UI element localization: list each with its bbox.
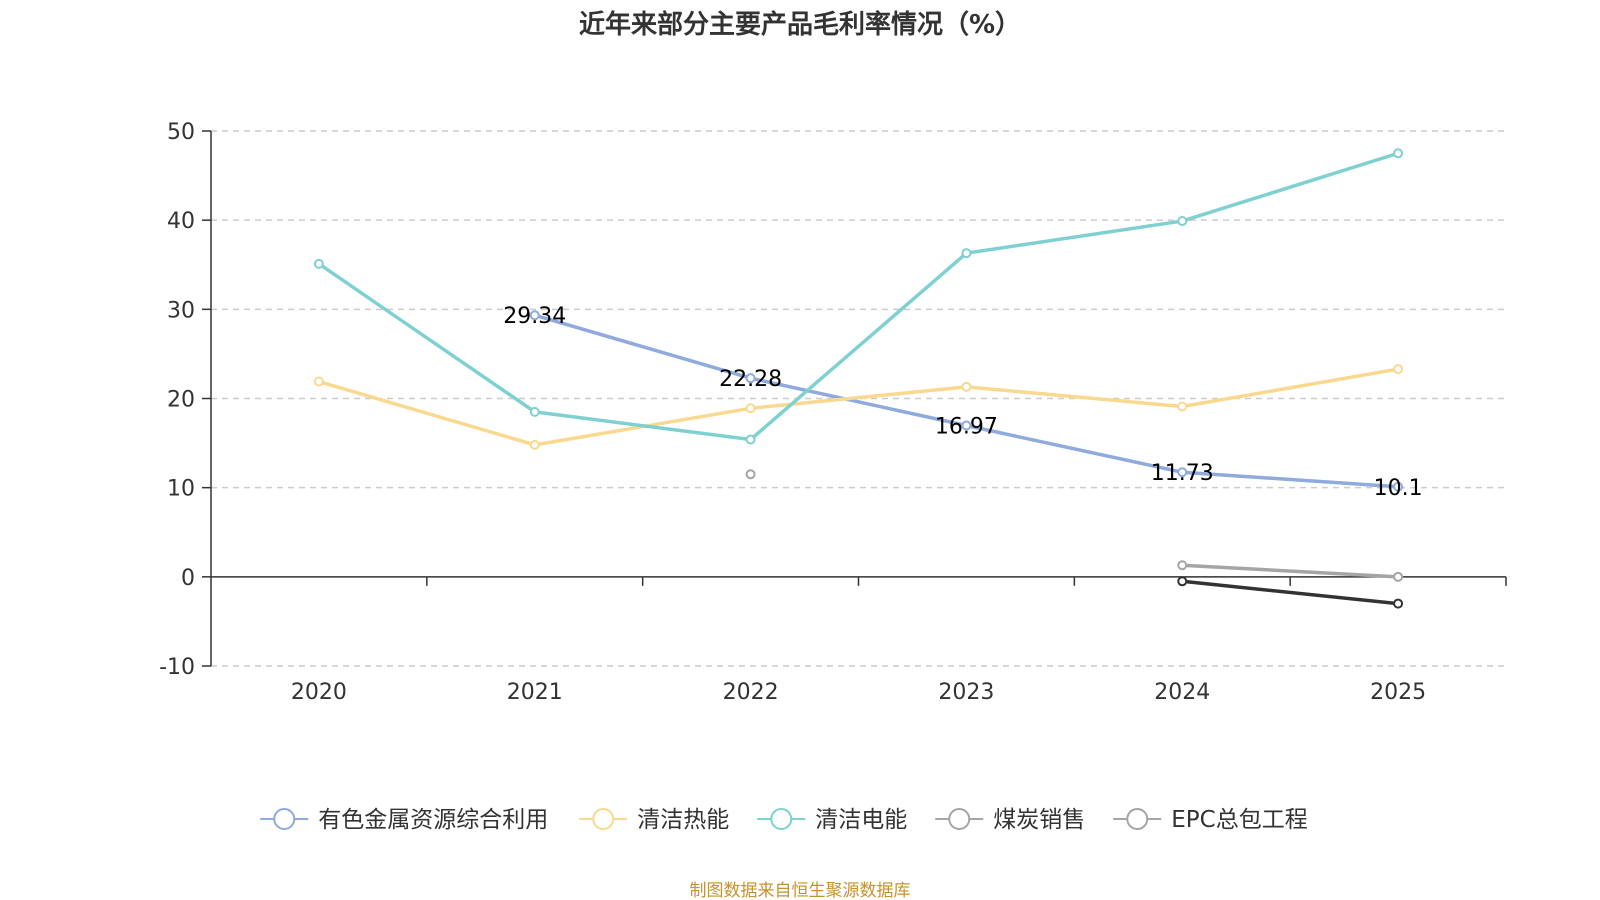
data-point bbox=[1177, 560, 1188, 571]
series-line-segment bbox=[1180, 563, 1400, 579]
legend-item-0[interactable]: 有色金属资源综合利用 bbox=[260, 807, 548, 833]
data-point bbox=[745, 469, 756, 480]
legend-item-4[interactable]: EPC总包工程 bbox=[1113, 807, 1308, 833]
y-tick-label: 50 bbox=[167, 120, 195, 145]
data-point bbox=[745, 434, 756, 445]
y-tick-label: 0 bbox=[181, 566, 195, 591]
series-line-segment bbox=[317, 379, 537, 447]
data-point bbox=[529, 310, 540, 321]
legend-item-3[interactable]: 煤炭销售 bbox=[935, 807, 1085, 833]
data-point bbox=[1393, 571, 1404, 582]
data-label: 29.34 bbox=[503, 304, 566, 329]
data-label: 11.73 bbox=[1151, 461, 1214, 486]
data-point bbox=[745, 373, 756, 384]
data-point bbox=[1393, 148, 1404, 159]
data-point bbox=[529, 406, 540, 417]
legend-label: 有色金属资源综合利用 bbox=[318, 807, 548, 833]
data-labels: 29.34 22.28 16.97 11.73 10.1 bbox=[503, 304, 1422, 501]
data-point bbox=[1177, 401, 1188, 412]
x-tick-label: 2021 bbox=[507, 680, 563, 705]
data-point bbox=[313, 258, 324, 269]
series-line-segment bbox=[964, 423, 1184, 474]
source-note: 制图数据来自恒生聚源数据库 bbox=[690, 881, 911, 900]
series-layer bbox=[313, 148, 1404, 609]
series-0 bbox=[529, 310, 1404, 492]
x-tick-label: 2024 bbox=[1154, 680, 1210, 705]
data-point bbox=[529, 439, 540, 450]
legend[interactable]: 有色金属资源综合利用 清洁热能 清洁电能 煤炭销售 EPC总包工程 bbox=[260, 807, 1308, 833]
legend-label: EPC总包工程 bbox=[1171, 807, 1307, 833]
series-line-segment bbox=[1180, 579, 1400, 606]
series-line-segment bbox=[533, 313, 753, 380]
x-tick-label: 2022 bbox=[723, 680, 779, 705]
y-tick-label: 30 bbox=[167, 298, 195, 323]
legend-marker-icon bbox=[273, 808, 296, 830]
series-line-segment bbox=[964, 385, 1184, 409]
series-line-segment bbox=[1180, 367, 1400, 409]
data-point bbox=[745, 403, 756, 414]
chart-title: 近年来部分主要产品毛利率情况（%） bbox=[579, 9, 1021, 40]
x-tick-label: 2025 bbox=[1370, 680, 1426, 705]
data-point bbox=[1393, 598, 1404, 609]
series-line-segment bbox=[748, 385, 969, 411]
data-label: 22.28 bbox=[719, 367, 782, 392]
series-2 bbox=[313, 148, 1404, 445]
series-4 bbox=[1177, 576, 1404, 609]
data-point bbox=[1177, 216, 1188, 227]
data-point bbox=[961, 381, 972, 392]
y-tick-label: -10 bbox=[159, 655, 195, 680]
y-tick-label: 40 bbox=[167, 209, 195, 234]
data-point bbox=[1177, 576, 1188, 587]
series-1 bbox=[313, 364, 1404, 450]
legend-item-2[interactable]: 清洁电能 bbox=[757, 807, 907, 833]
legend-label: 煤炭销售 bbox=[993, 807, 1085, 833]
y-tick-label: 20 bbox=[167, 388, 195, 413]
series-3 bbox=[745, 469, 1404, 582]
data-point bbox=[961, 420, 972, 431]
data-point bbox=[1393, 481, 1404, 492]
legend-marker-icon bbox=[770, 808, 793, 830]
series-line-segment bbox=[964, 219, 1184, 255]
legend-label: 清洁电能 bbox=[815, 807, 907, 833]
axes: -10 0 10 20 30 40 50 2020 2021 2022 2023 2024 2025 bbox=[159, 120, 1507, 705]
data-point bbox=[961, 248, 972, 259]
series-line-segment bbox=[1180, 470, 1400, 489]
legend-marker-icon bbox=[592, 808, 615, 830]
series-line-segment bbox=[533, 410, 753, 442]
legend-marker-icon bbox=[948, 808, 971, 830]
data-point bbox=[1393, 364, 1404, 375]
series-line-segment bbox=[748, 251, 969, 442]
series-line-segment bbox=[748, 376, 969, 428]
grid-lines bbox=[211, 130, 1506, 667]
legend-label: 清洁热能 bbox=[637, 807, 729, 833]
x-tick-label: 2023 bbox=[938, 680, 994, 705]
x-tick-label: 2020 bbox=[291, 680, 347, 705]
data-label: 10.1 bbox=[1374, 476, 1423, 501]
y-tick-label: 10 bbox=[167, 477, 195, 502]
data-label: 16.97 bbox=[935, 415, 998, 440]
data-point bbox=[313, 376, 324, 387]
data-point bbox=[1177, 467, 1188, 478]
series-line-segment bbox=[1180, 151, 1400, 223]
legend-item-1[interactable]: 清洁热能 bbox=[579, 807, 729, 833]
series-line-segment bbox=[317, 262, 537, 414]
legend-marker-icon bbox=[1126, 808, 1149, 830]
